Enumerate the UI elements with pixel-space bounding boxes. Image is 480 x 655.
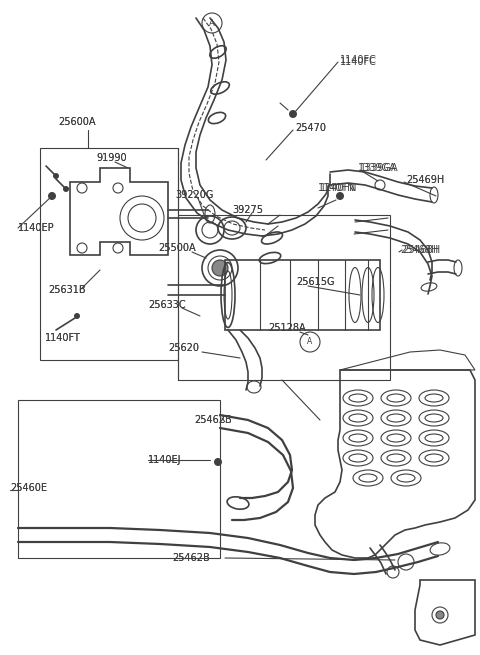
Circle shape — [53, 173, 59, 179]
Text: 25631B: 25631B — [48, 285, 85, 295]
Text: 25469H: 25469H — [406, 175, 444, 185]
Text: 1140FT: 1140FT — [45, 333, 81, 343]
Text: 25600A: 25600A — [58, 117, 96, 127]
Circle shape — [436, 611, 444, 619]
Text: 91990: 91990 — [96, 153, 127, 163]
Bar — [225, 260, 380, 330]
Text: 1140EP: 1140EP — [18, 223, 55, 233]
Circle shape — [63, 186, 69, 192]
Text: 25462B: 25462B — [172, 553, 210, 563]
Text: 1140FC: 1140FC — [340, 57, 377, 67]
Text: 25633C: 25633C — [148, 300, 186, 310]
Text: 25620: 25620 — [168, 343, 199, 353]
Text: 1140EJ: 1140EJ — [148, 455, 181, 465]
Text: 25128A: 25128A — [268, 323, 306, 333]
Text: 25615G: 25615G — [296, 277, 335, 287]
Text: 25469H: 25469H — [406, 175, 444, 185]
Text: 25462B: 25462B — [172, 553, 210, 563]
Text: 1140FN: 1140FN — [318, 183, 356, 193]
Text: 25620: 25620 — [168, 343, 199, 353]
Text: 1140EP: 1140EP — [18, 223, 55, 233]
Circle shape — [74, 313, 80, 319]
Circle shape — [336, 192, 344, 200]
Text: 1339GA: 1339GA — [358, 163, 396, 173]
Text: 25615G: 25615G — [296, 277, 335, 287]
Text: 25462B: 25462B — [194, 415, 232, 425]
Text: 25460E: 25460E — [10, 483, 47, 493]
Text: 25500A: 25500A — [158, 243, 196, 253]
Text: 1140FC: 1140FC — [340, 55, 377, 65]
Text: 25468H: 25468H — [402, 245, 440, 255]
Text: 91990: 91990 — [96, 153, 127, 163]
Text: 39220G: 39220G — [175, 190, 214, 200]
Text: 25470: 25470 — [295, 123, 326, 133]
Text: 25470: 25470 — [295, 123, 326, 133]
Text: 1140EJ: 1140EJ — [148, 455, 181, 465]
Text: 39275: 39275 — [232, 205, 263, 215]
Circle shape — [48, 192, 56, 200]
Text: 25600A: 25600A — [58, 117, 96, 127]
Text: 39220G: 39220G — [175, 190, 214, 200]
Circle shape — [214, 458, 222, 466]
Circle shape — [289, 110, 297, 118]
Text: A: A — [209, 18, 215, 28]
Circle shape — [212, 260, 228, 276]
Text: 25468H: 25468H — [400, 245, 438, 255]
Text: 25500A: 25500A — [158, 243, 196, 253]
Text: 25460E: 25460E — [10, 483, 47, 493]
Text: 1140FT: 1140FT — [45, 333, 81, 343]
Text: 25633C: 25633C — [148, 300, 186, 310]
Text: A: A — [307, 337, 312, 346]
Text: 25128A: 25128A — [268, 323, 306, 333]
Text: 25462B: 25462B — [194, 415, 232, 425]
Text: 1140FN: 1140FN — [320, 183, 358, 193]
Text: 39275: 39275 — [232, 205, 263, 215]
Text: 25631B: 25631B — [48, 285, 85, 295]
Text: 1339GA: 1339GA — [360, 163, 398, 173]
